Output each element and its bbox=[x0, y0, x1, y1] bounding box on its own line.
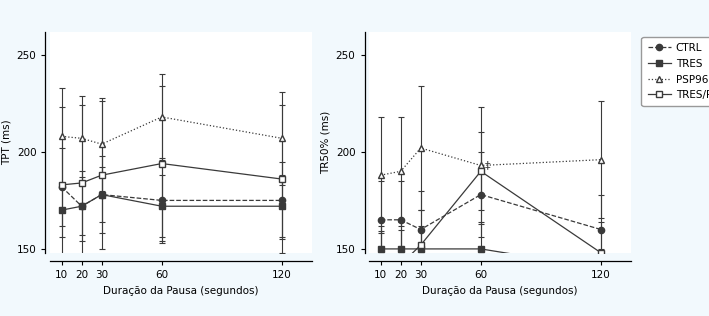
Legend: CTRL, TRES, PSP96, TRES/PSP96: CTRL, TRES, PSP96, TRES/PSP96 bbox=[642, 37, 709, 106]
Text: ‡: ‡ bbox=[485, 161, 491, 171]
Y-axis label: TPT (ms): TPT (ms) bbox=[1, 119, 11, 165]
X-axis label: Duração da Pausa (segundos): Duração da Pausa (segundos) bbox=[103, 286, 259, 296]
X-axis label: Duração da Pausa (segundos): Duração da Pausa (segundos) bbox=[422, 286, 578, 296]
Y-axis label: TR50% (ms): TR50% (ms) bbox=[320, 111, 330, 174]
